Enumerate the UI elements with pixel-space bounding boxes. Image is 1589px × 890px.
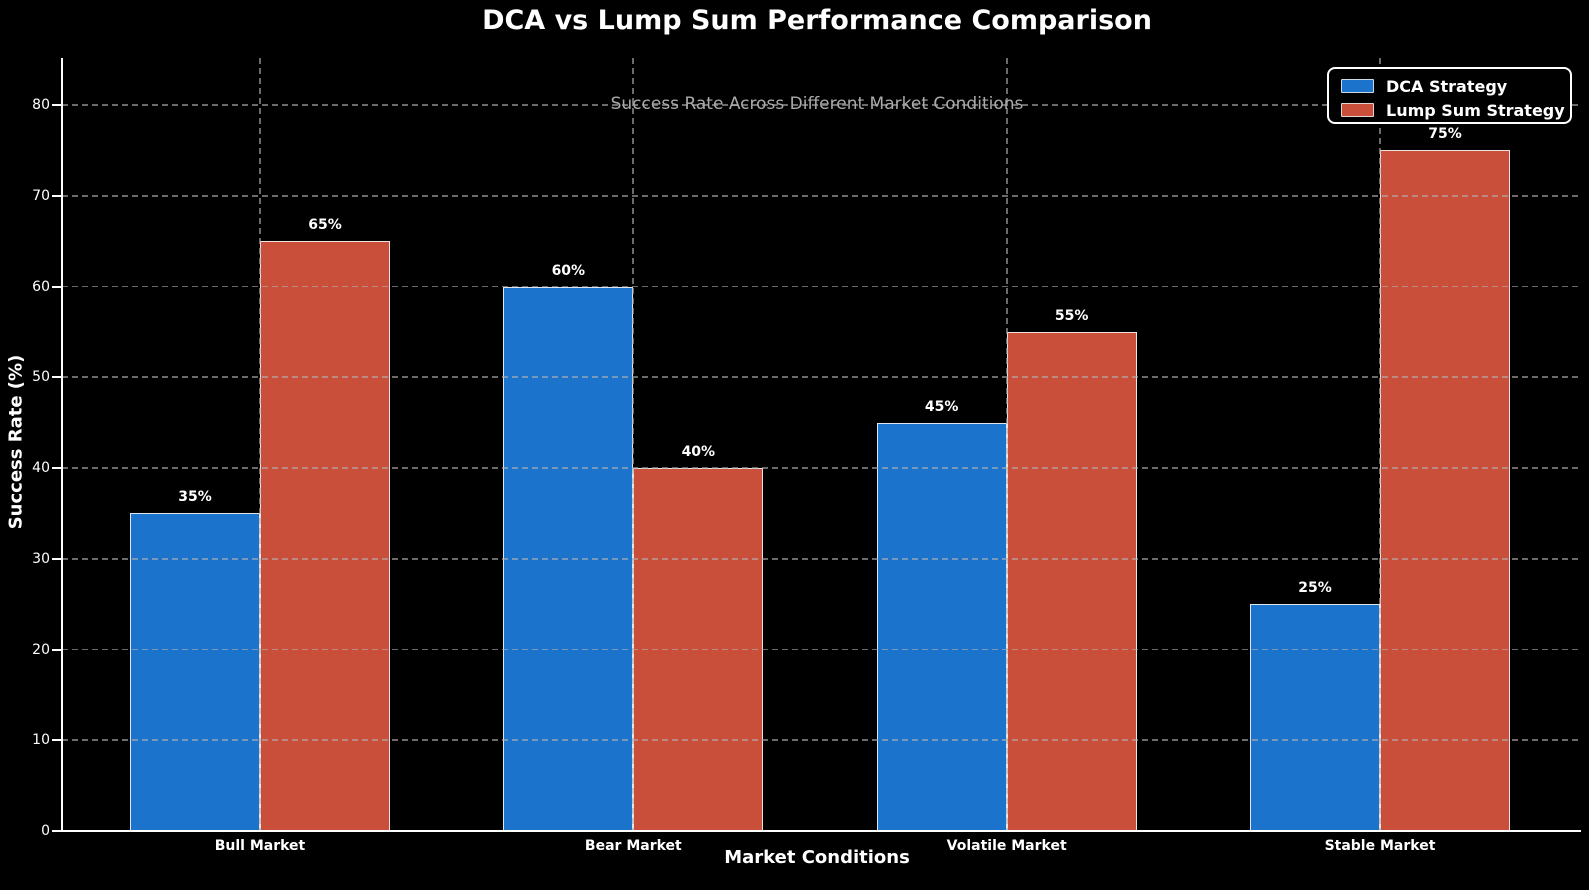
y-tick-label-0: 0 — [41, 823, 50, 839]
x-axis-line — [60, 829, 1581, 832]
h-gridline-60 — [62, 285, 1580, 288]
y-axis-title: Success Rate (%) — [5, 354, 27, 530]
dca-color-swatch — [1341, 79, 1374, 93]
bar-dca-strategy-volatile-market — [876, 422, 1007, 831]
y-tick-40 — [52, 467, 61, 469]
h-gridline-40 — [62, 467, 1580, 469]
bar-dca-strategy-bull-market — [130, 513, 260, 831]
h-gridline-30 — [62, 557, 1580, 560]
h-gridline-80 — [62, 104, 1580, 106]
y-tick-50 — [52, 376, 61, 379]
v-gridline-stable-market — [1379, 58, 1381, 831]
legend-item-dca: DCA Strategy — [1341, 74, 1570, 98]
x-tick-label-bull-market: Bull Market — [214, 838, 306, 854]
bar-lump-sum-strategy-bull-market — [260, 241, 390, 831]
h-gridline-20 — [62, 648, 1580, 651]
y-tick-20 — [52, 648, 61, 651]
y-tick-60 — [52, 285, 61, 288]
legend-label-dca: DCA Strategy — [1386, 76, 1508, 96]
legend-label-lump-sum: Lump Sum Strategy — [1386, 100, 1565, 120]
bar-dca-strategy-stable-market — [1249, 604, 1380, 831]
y-tick-label-50: 50 — [32, 369, 50, 386]
y-axis-line — [60, 58, 63, 832]
h-gridline-70 — [62, 194, 1580, 197]
h-gridline-50 — [62, 376, 1580, 379]
y-tick-label-70: 70 — [32, 187, 50, 204]
y-tick-label-20: 20 — [32, 641, 50, 658]
value-label-dca-strategy-volatile-market: 45% — [924, 398, 959, 415]
chart-subtitle: Success Rate Across Different Market Con… — [610, 94, 1024, 114]
x-tick-label-stable-market: Stable Market — [1324, 838, 1436, 854]
bar-lump-sum-strategy-volatile-market — [1006, 331, 1137, 831]
value-label-dca-strategy-stable-market: 25% — [1298, 580, 1332, 597]
x-axis-title: Market Conditions — [724, 847, 910, 868]
y-tick-label-60: 60 — [32, 278, 50, 295]
v-gridline-bull-market — [259, 58, 261, 831]
y-tick-80 — [52, 104, 61, 106]
x-tick-label-volatile-market: Volatile Market — [946, 838, 1067, 854]
legend: DCA Strategy Lump Sum Strategy — [1327, 67, 1572, 124]
y-tick-30 — [52, 557, 61, 560]
chart-title: DCA vs Lump Sum Performance Comparison — [482, 5, 1152, 36]
value-label-lump-sum-strategy-bull-market: 65% — [308, 217, 342, 234]
x-tick-label-bear-market: Bear Market — [584, 838, 682, 854]
legend-item-lump-sum: Lump Sum Strategy — [1341, 98, 1570, 122]
y-tick-0 — [52, 830, 61, 832]
value-label-dca-strategy-bull-market: 35% — [178, 489, 212, 506]
value-label-lump-sum-strategy-volatile-market: 55% — [1054, 307, 1089, 324]
h-gridline-10 — [62, 739, 1580, 742]
v-gridline-bear-market — [632, 58, 635, 831]
y-tick-70 — [52, 194, 61, 197]
value-label-dca-strategy-bear-market: 60% — [551, 262, 586, 279]
y-tick-10 — [52, 739, 61, 742]
y-tick-label-40: 40 — [32, 460, 50, 476]
y-tick-label-30: 30 — [32, 550, 50, 567]
y-tick-label-10: 10 — [32, 732, 50, 749]
value-label-lump-sum-strategy-stable-market: 75% — [1428, 126, 1462, 143]
y-tick-label-80: 80 — [32, 97, 50, 113]
bar-lump-sum-strategy-stable-market — [1379, 150, 1510, 831]
lump-sum-color-swatch — [1341, 103, 1374, 117]
v-gridline-volatile-market — [1005, 58, 1008, 831]
value-label-lump-sum-strategy-bear-market: 40% — [681, 444, 716, 460]
